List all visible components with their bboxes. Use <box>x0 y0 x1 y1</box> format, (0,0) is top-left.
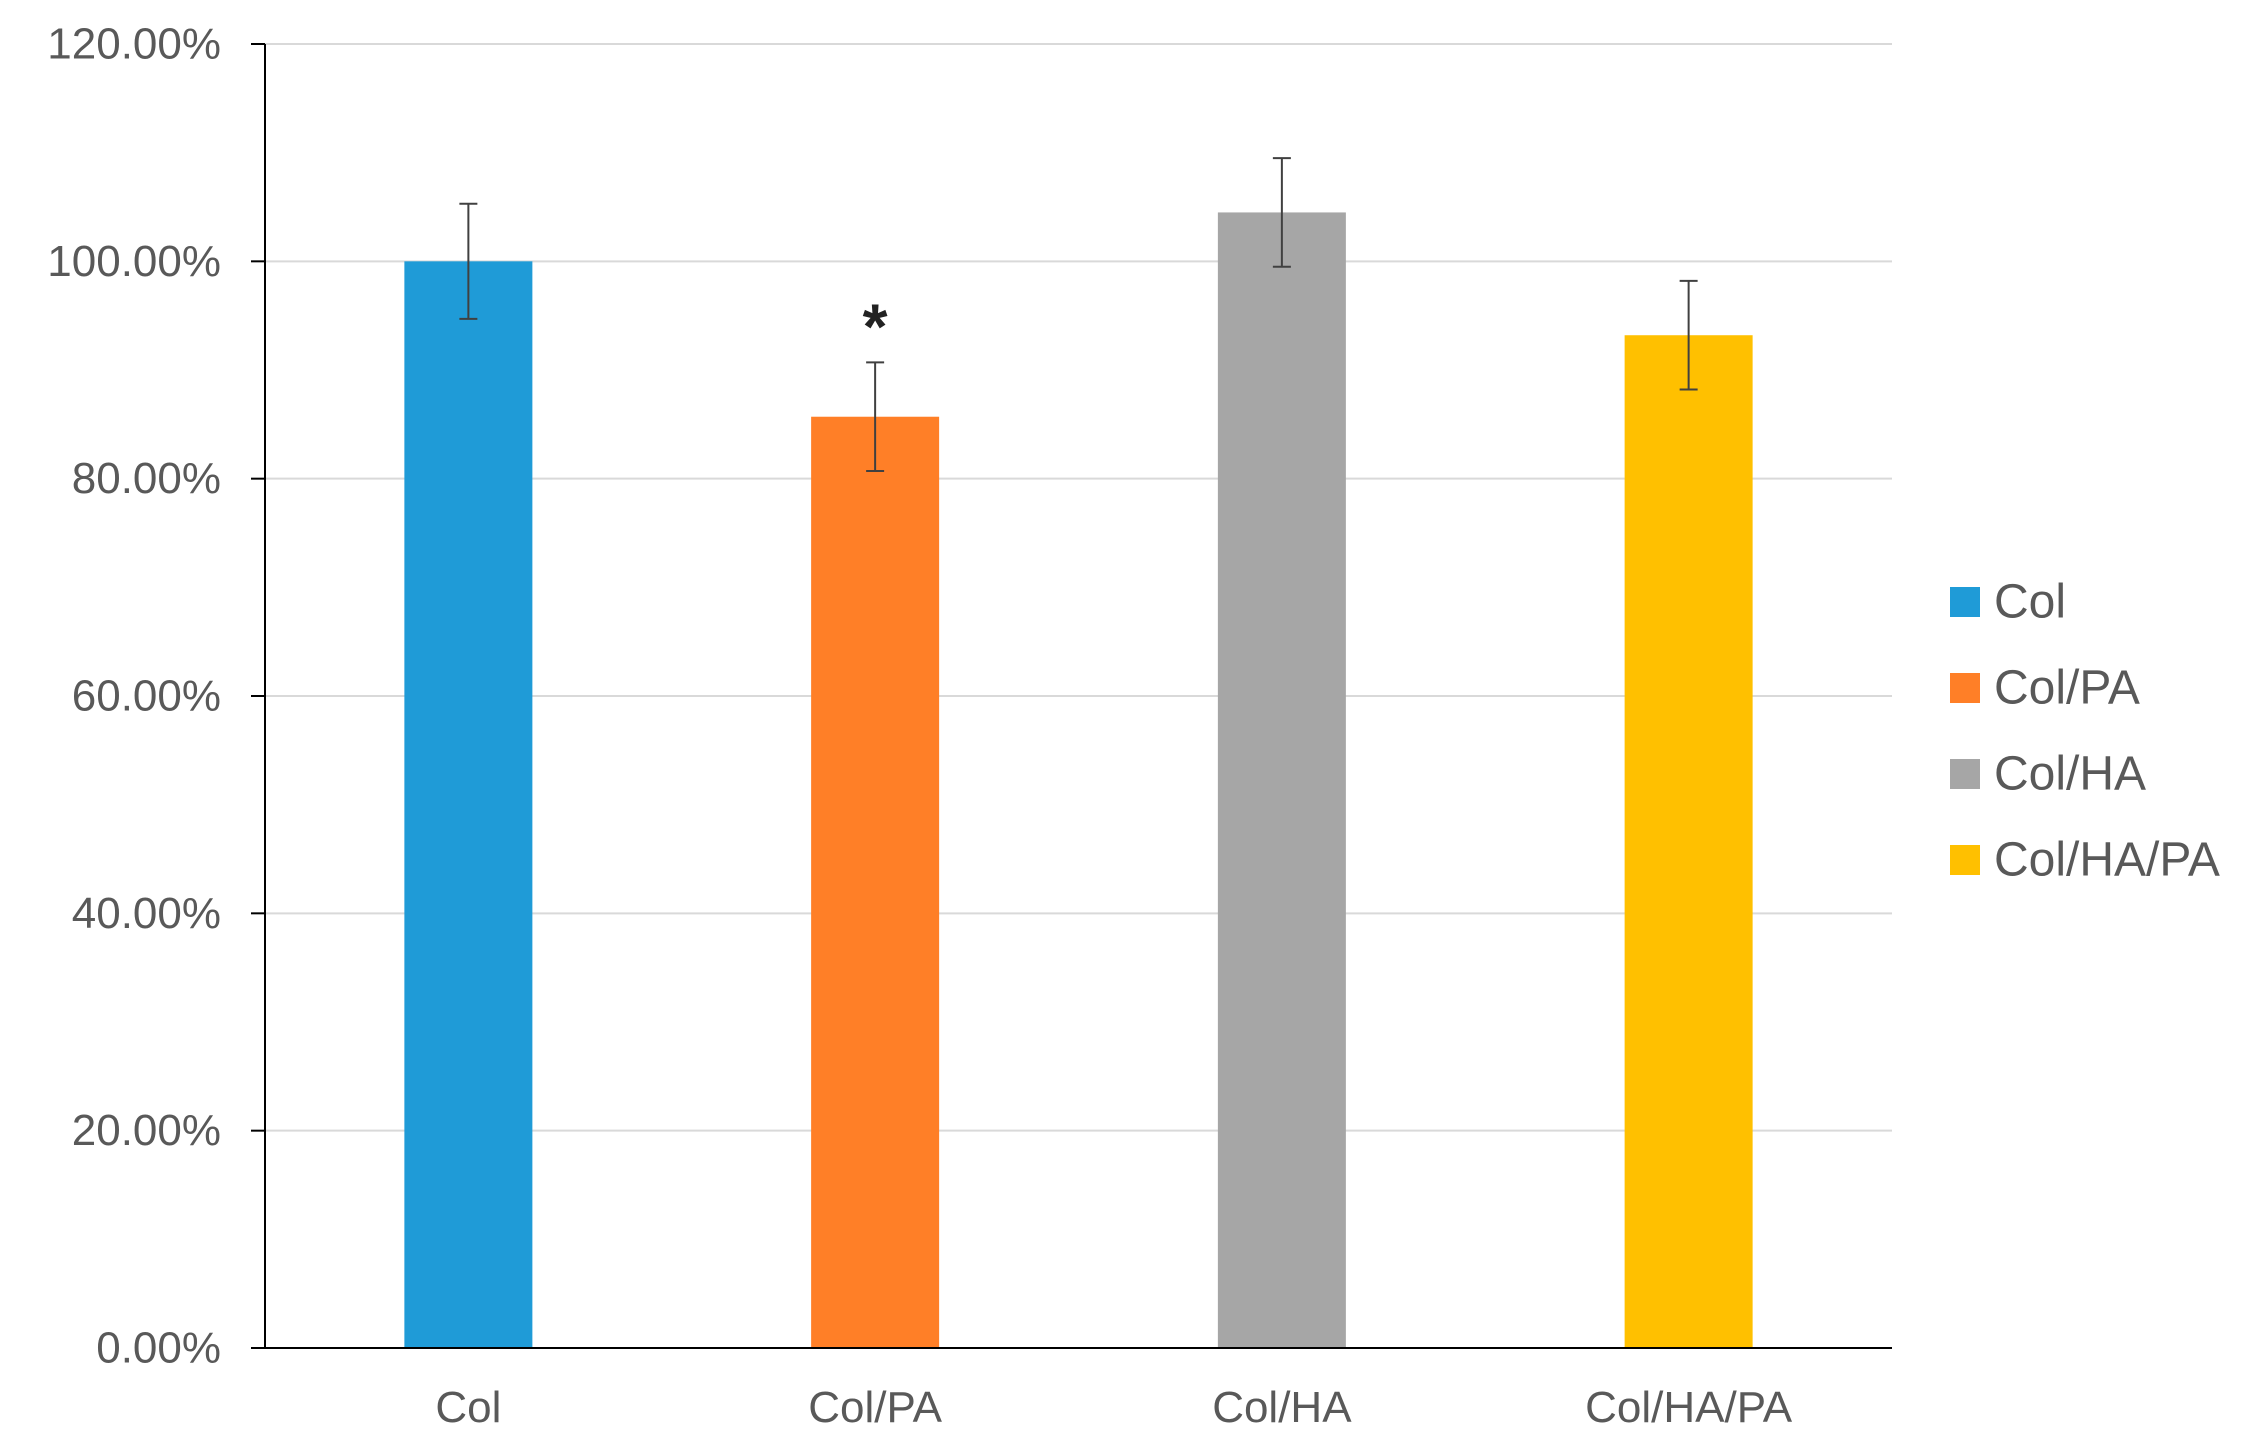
legend-label: Col <box>1994 576 2066 629</box>
x-tick-labels: Col Col/PA Col/HA Col/HA/PA <box>435 1383 1792 1432</box>
bars <box>404 212 1753 1348</box>
significance-asterisk: * <box>863 290 888 362</box>
bar-col-pa <box>811 416 940 1348</box>
y-tick-label: 60.00% <box>72 672 221 721</box>
y-tick-label: 80.00% <box>72 454 221 503</box>
legend-swatch <box>1950 587 1980 617</box>
y-tick-label: 40.00% <box>72 889 221 938</box>
annotations: * <box>863 290 888 362</box>
bar-col-ha <box>1217 212 1346 1348</box>
y-tick-label: 20.00% <box>72 1106 221 1155</box>
legend-swatch <box>1950 759 1980 789</box>
legend: Col Col/PA Col/HA Col/HA/PA <box>1950 576 2220 887</box>
gridlines <box>265 43 1892 1132</box>
legend-swatch <box>1950 673 1980 703</box>
y-tick-label: 120.00% <box>47 20 221 69</box>
legend-label: Col/HA/PA <box>1994 834 2220 887</box>
y-tick-label: 0.00% <box>96 1324 221 1373</box>
y-tick-label: 100.00% <box>47 237 221 286</box>
x-tick-label: Col/PA <box>808 1383 942 1432</box>
y-tick-labels: 0.00% 20.00% 40.00% 60.00% 80.00% 100.00% 120.… <box>47 20 265 1373</box>
x-tick-label: Col/HA/PA <box>1585 1383 1793 1432</box>
bar-col-ha-pa <box>1624 335 1753 1348</box>
bar-col <box>404 261 533 1348</box>
x-tick-label: Col <box>435 1383 501 1432</box>
x-tick-label: Col/HA <box>1212 1383 1352 1432</box>
legend-label: Col/PA <box>1994 662 2140 715</box>
error-bars <box>459 157 1698 473</box>
legend-swatch <box>1950 845 1980 875</box>
legend-label: Col/HA <box>1994 748 2146 801</box>
